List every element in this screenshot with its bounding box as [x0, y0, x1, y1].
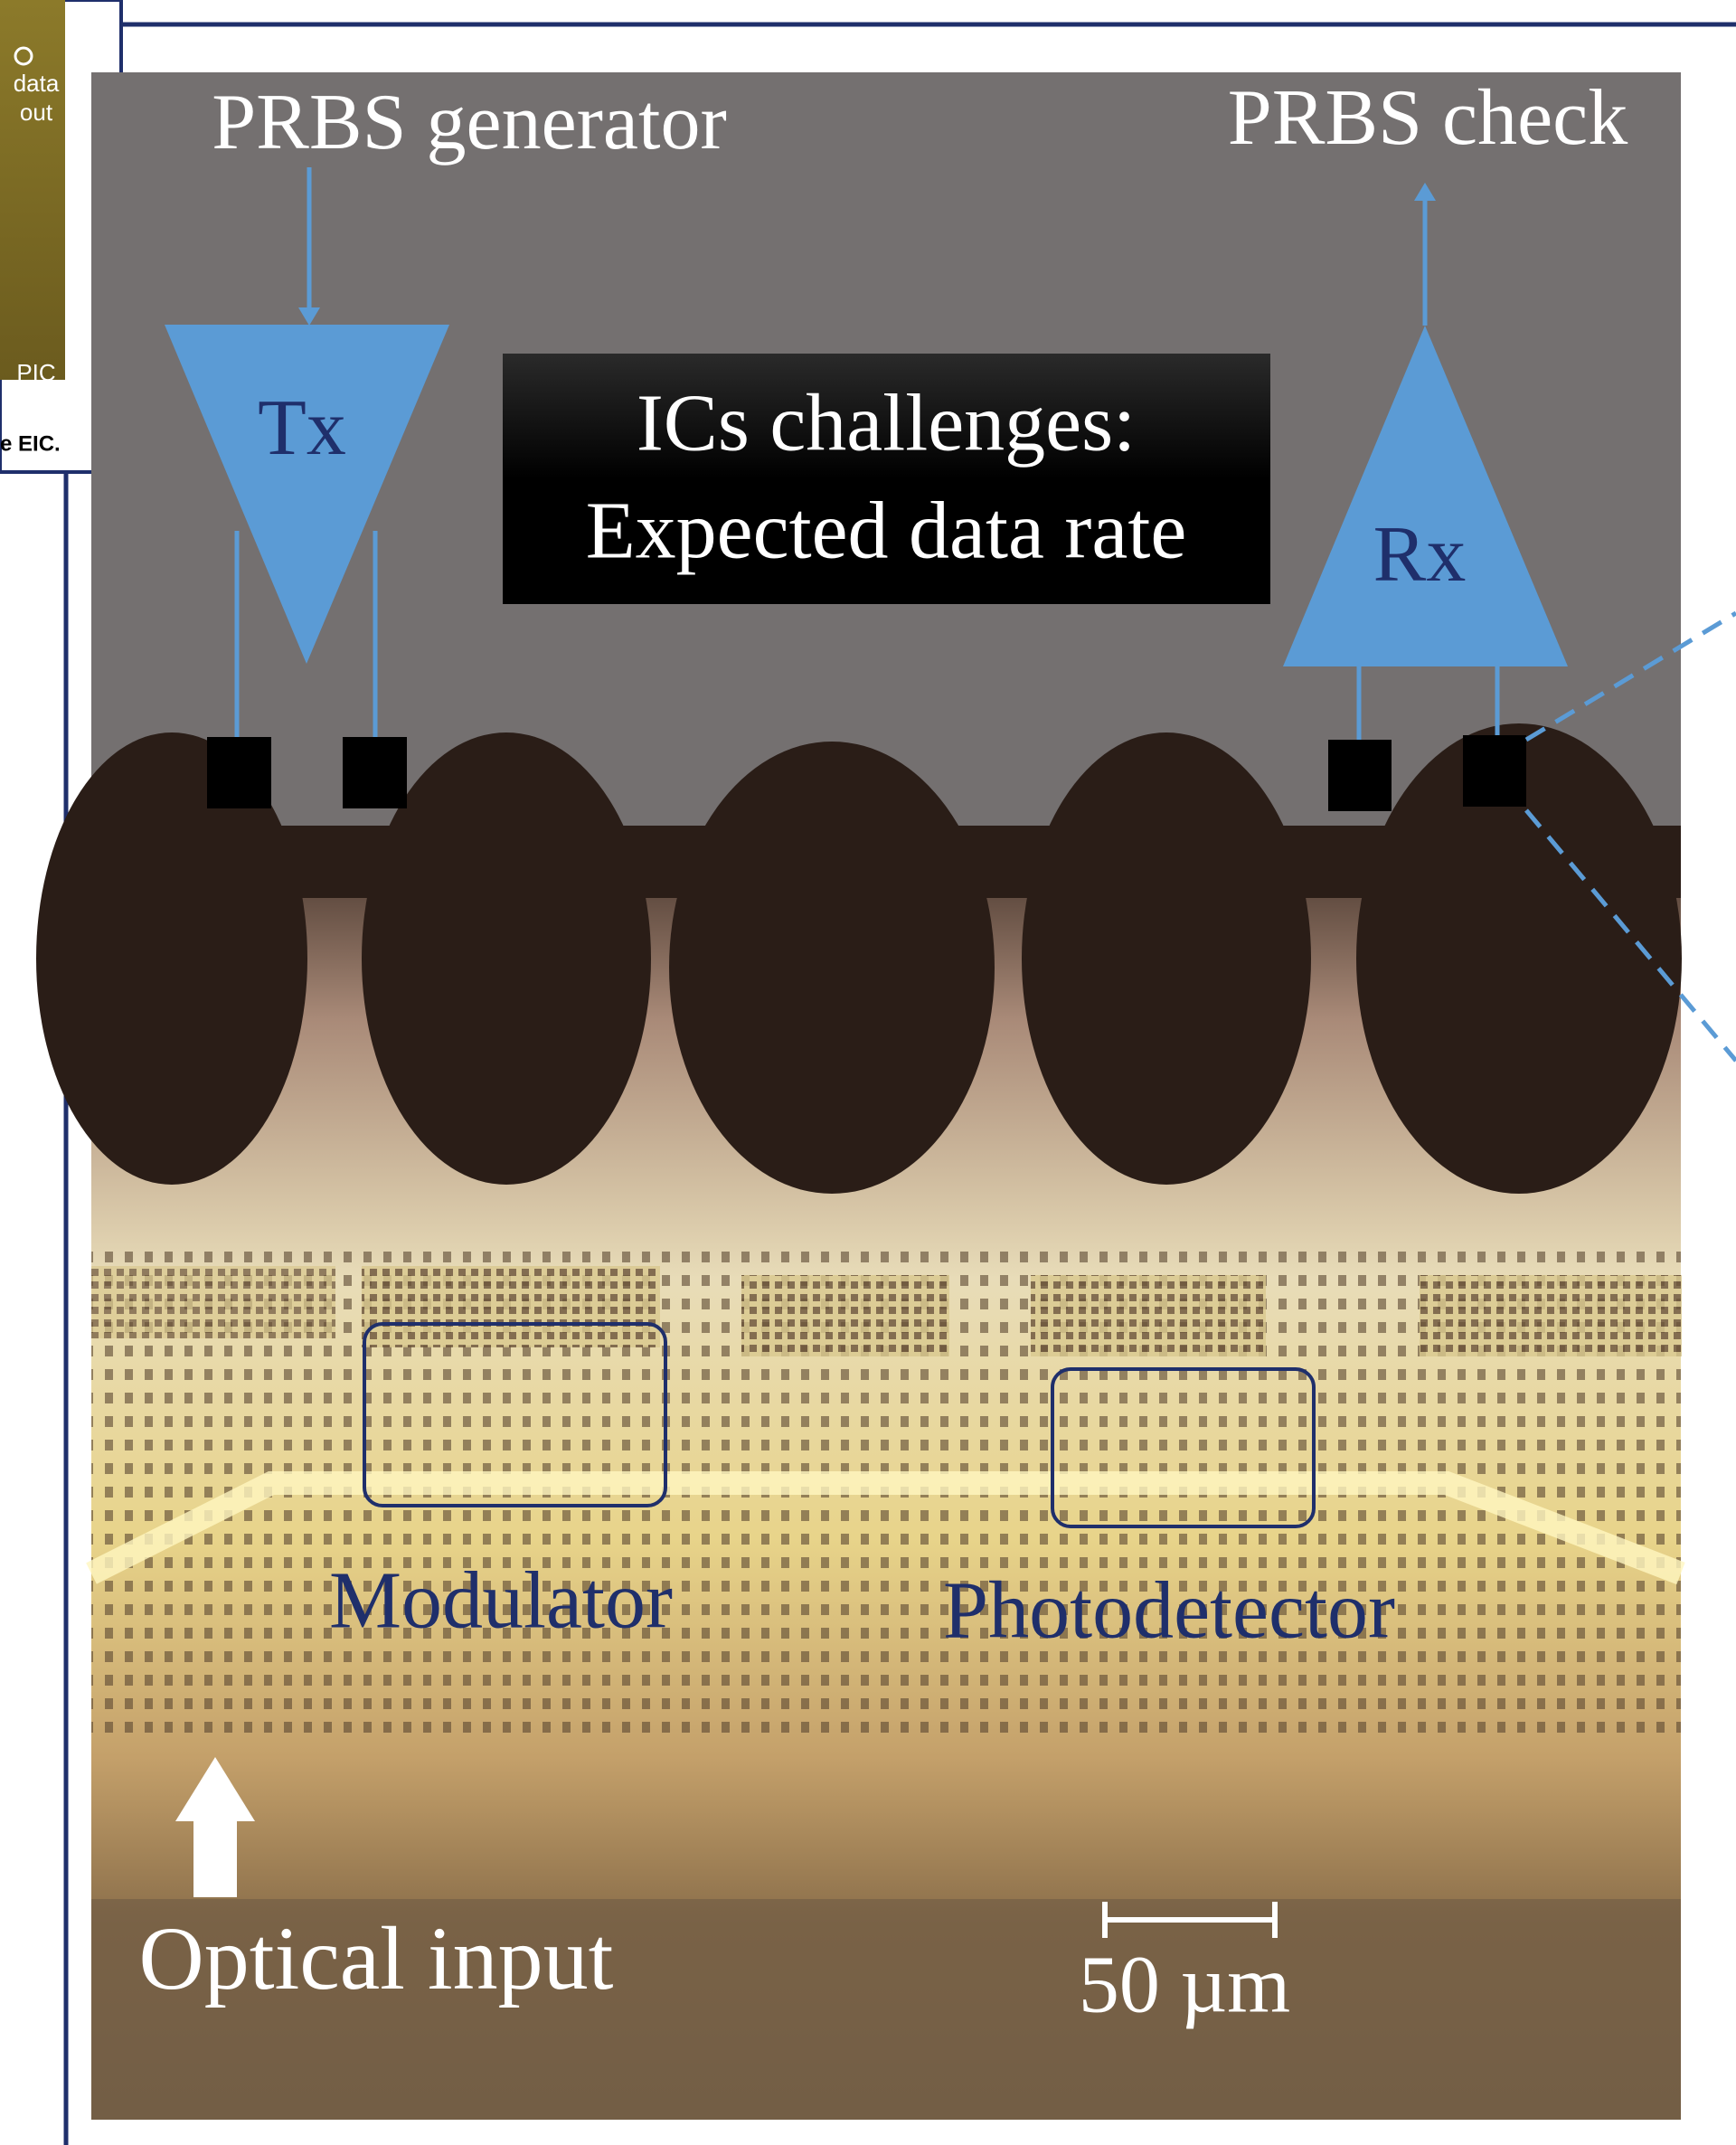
arrow-head [1414, 183, 1436, 201]
rx-label: Rx [1373, 511, 1467, 599]
pad [1328, 740, 1392, 811]
photodetector-label: Photodetector [943, 1566, 1395, 1656]
inset-image [0, 0, 65, 380]
pad [343, 737, 407, 808]
inset-port [14, 46, 33, 66]
tx-label: Tx [258, 384, 346, 472]
zoom-line [1524, 610, 1736, 742]
optical-input-label: Optical input [139, 1908, 614, 2008]
sink-label: PRBS check [1228, 74, 1628, 162]
inset-label: data [14, 70, 60, 97]
rx-triangle [1283, 326, 1568, 666]
tx-triangle [165, 325, 449, 664]
input-arrow [193, 1816, 237, 1897]
inset-label: out [20, 99, 53, 126]
pad [207, 737, 271, 808]
modulator-label: Modulator [329, 1556, 673, 1646]
pad [1463, 735, 1526, 807]
inset-label: PIC [16, 359, 55, 386]
modulator-box [363, 1322, 667, 1507]
source-label: PRBS generator [212, 79, 727, 166]
callout-text: ICs challenges: [637, 379, 1136, 468]
callout-text: Expected data rate [586, 487, 1187, 576]
callout-box [503, 354, 1270, 604]
chip-photo [36, 723, 1685, 2120]
inset-caption: e EIC. [0, 431, 61, 456]
input-arrow-head [175, 1757, 255, 1821]
arrow-head [298, 307, 320, 326]
zoom-line [1524, 808, 1736, 1063]
scale-bar-label: 50 µm [1079, 1941, 1290, 2030]
photodetector-box [1051, 1367, 1316, 1528]
